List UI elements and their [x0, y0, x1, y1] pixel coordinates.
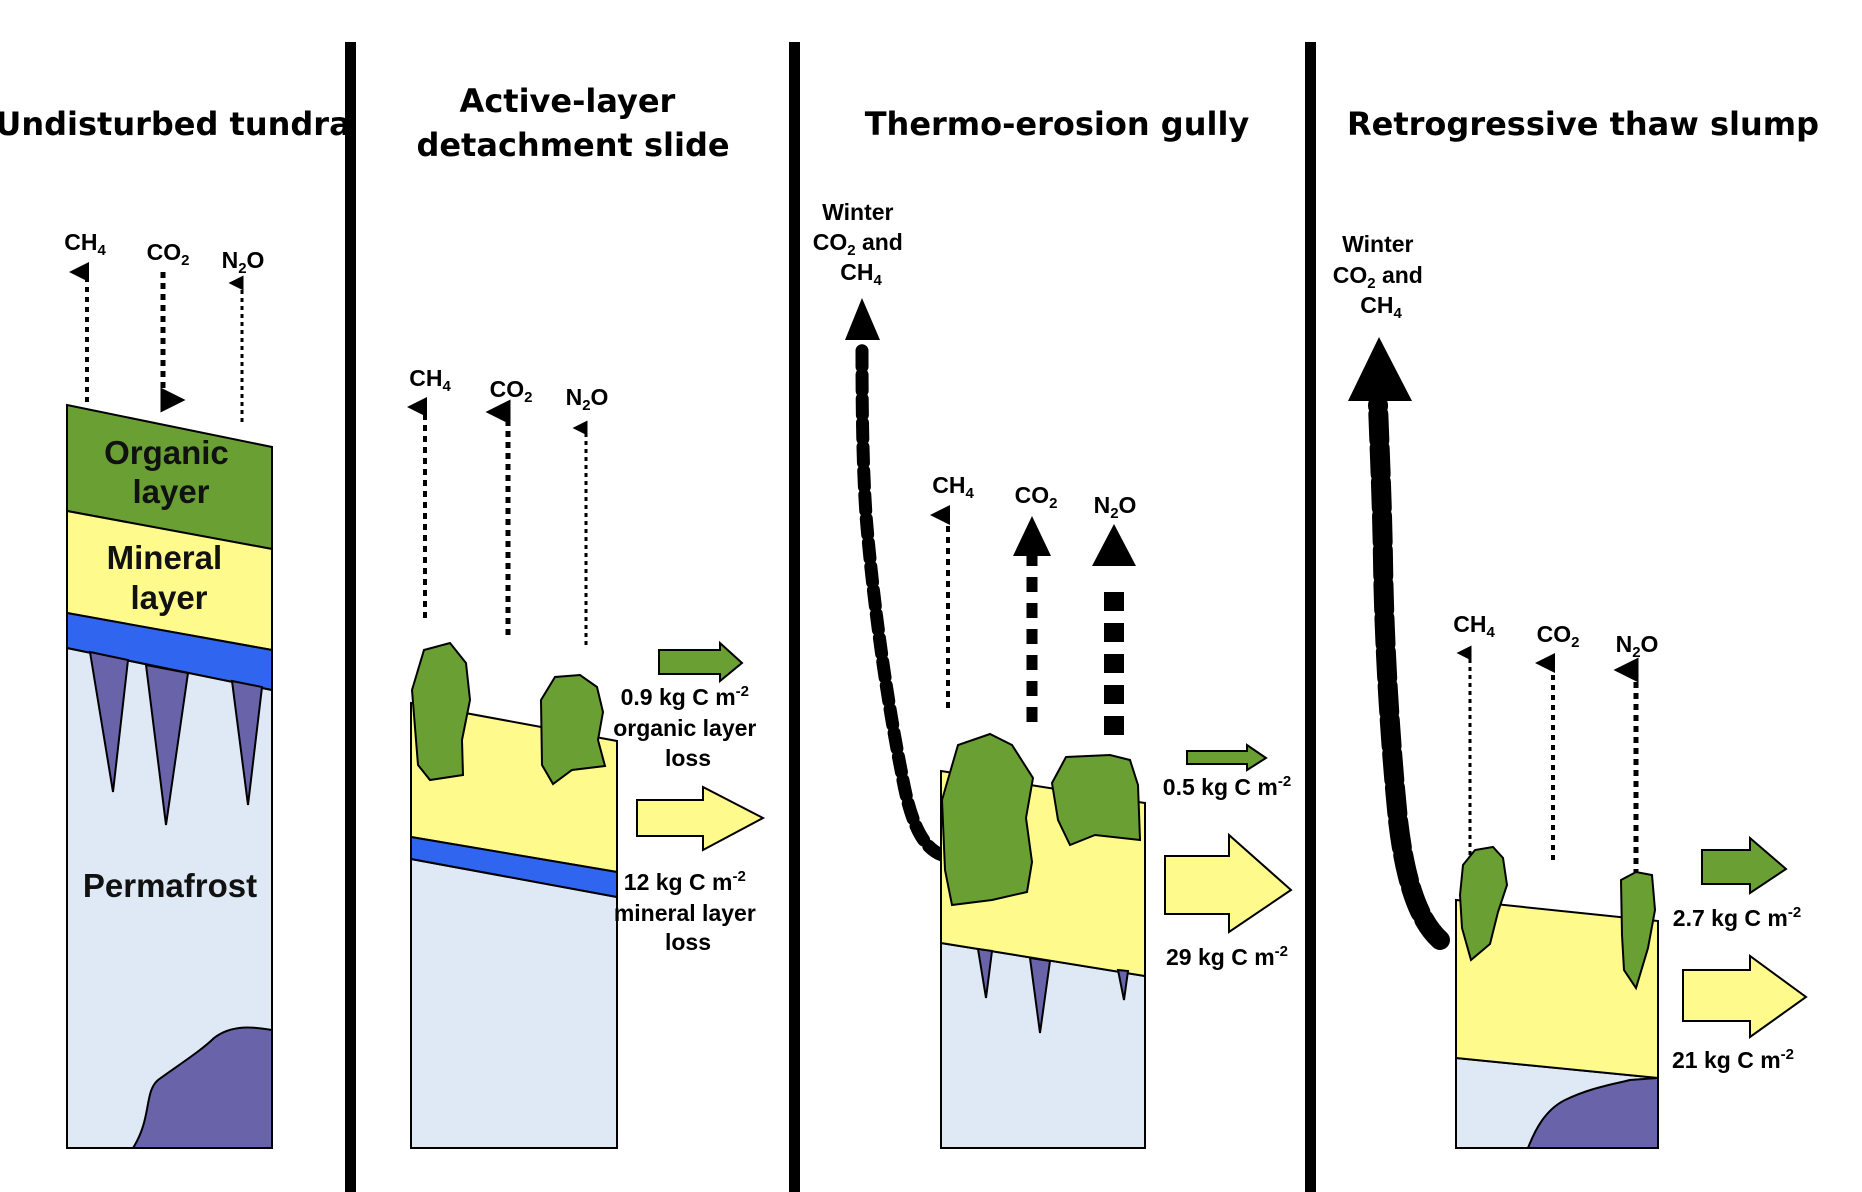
- mineral-layer-label: Mineral layer: [107, 539, 232, 616]
- organic-loss-arrow: [658, 640, 744, 684]
- gas-label-co2: CO2: [147, 239, 190, 269]
- panel-divider: [345, 42, 356, 1192]
- ice-rich-layer: [66, 611, 273, 692]
- winter-emission-arrowhead: [845, 298, 880, 340]
- organic-soil-block: [1619, 870, 1657, 991]
- ice-wedge: [230, 679, 264, 806]
- organic-loss-arrow: [1186, 743, 1268, 772]
- organic-soil-block: [940, 732, 1035, 907]
- permafrost-layer: [410, 857, 618, 1149]
- mineral-loss-value: 29 kg C m-2: [1166, 943, 1288, 970]
- panel-retrogressive-thaw-slump: Retrogressive thaw slump Winter CO2 and …: [1333, 105, 1819, 1149]
- panel-thermo-erosion-gully: Thermo-erosion gully Winter CO2 and CH4 …: [813, 105, 1293, 1149]
- ice-wedge: [1116, 968, 1130, 1001]
- panel-undisturbed-tundra: Undisturbed tundra CH4 CO2 N2O Organic l…: [0, 105, 351, 1149]
- panel-title: Undisturbed tundra: [0, 105, 351, 143]
- gas-label-n2o: N2O: [566, 384, 609, 414]
- winter-emission-label: Winter CO2 and CH4: [813, 199, 910, 289]
- ice-wedge: [88, 650, 130, 793]
- gas-label-ch4: CH4: [1453, 611, 1495, 641]
- panel-title: Active-layer detachment slide: [416, 82, 729, 164]
- winter-emission-arrow: [1368, 395, 1450, 950]
- gas-label-n2o: N2O: [1094, 492, 1137, 522]
- ice-wedge: [976, 947, 994, 999]
- gas-label-ch4: CH4: [409, 365, 451, 395]
- gas-label-n2o: N2O: [222, 247, 265, 277]
- massive-ice-body: [1526, 1076, 1659, 1149]
- ice-wedge: [144, 663, 190, 826]
- organic-soil-block: [539, 673, 607, 786]
- mineral-loss-arrow: [1164, 832, 1293, 934]
- panel-divider: [1305, 42, 1316, 1192]
- organic-loss-value: 2.7 kg C m-2: [1673, 904, 1801, 931]
- organic-loss-value: 0.9 kg C m-2 organic layer loss: [613, 675, 763, 771]
- panel-active-layer-detachment-slide: Active-layer detachment slide CH4 CO2 N2…: [407, 82, 766, 1149]
- gas-label-co2: CO2: [1015, 482, 1058, 512]
- gas-label-ch4: CH4: [64, 229, 106, 259]
- mineral-loss-value: 21 kg C m-2: [1672, 1046, 1794, 1073]
- organic-soil-block: [1050, 753, 1142, 847]
- co2-flux-arrowhead: [1013, 516, 1051, 556]
- mineral-loss-arrow: [1682, 954, 1808, 1039]
- winter-emission-arrow: [855, 343, 949, 862]
- n2o-flux-arrowhead: [1092, 524, 1136, 566]
- organic-soil-block: [410, 641, 472, 782]
- ice-wedge: [1028, 956, 1052, 1034]
- panel-title: Retrogressive thaw slump: [1347, 105, 1819, 143]
- mineral-loss-arrow: [636, 785, 766, 852]
- mineral-loss-value: 12 kg C m-2 mineral layer loss: [614, 860, 762, 955]
- panel-divider: [789, 42, 800, 1192]
- panel-title: Thermo-erosion gully: [865, 105, 1250, 143]
- organic-loss-value: 0.5 kg C m-2: [1163, 773, 1291, 800]
- gas-label-co2: CO2: [1537, 621, 1580, 651]
- organic-soil-block: [1458, 845, 1509, 962]
- gas-label-co2: CO2: [490, 376, 533, 406]
- ice-rich-layer: [410, 835, 618, 899]
- winter-emission-label: Winter CO2 and CH4: [1333, 231, 1430, 322]
- massive-ice-body: [131, 1026, 273, 1149]
- gas-label-ch4: CH4: [932, 472, 974, 502]
- winter-emission-arrowhead: [1348, 337, 1412, 401]
- organic-layer-label: Organic layer: [104, 434, 238, 510]
- organic-loss-arrow: [1701, 835, 1788, 895]
- permafrost-label: Permafrost: [83, 867, 257, 904]
- gas-label-n2o: N2O: [1616, 631, 1659, 661]
